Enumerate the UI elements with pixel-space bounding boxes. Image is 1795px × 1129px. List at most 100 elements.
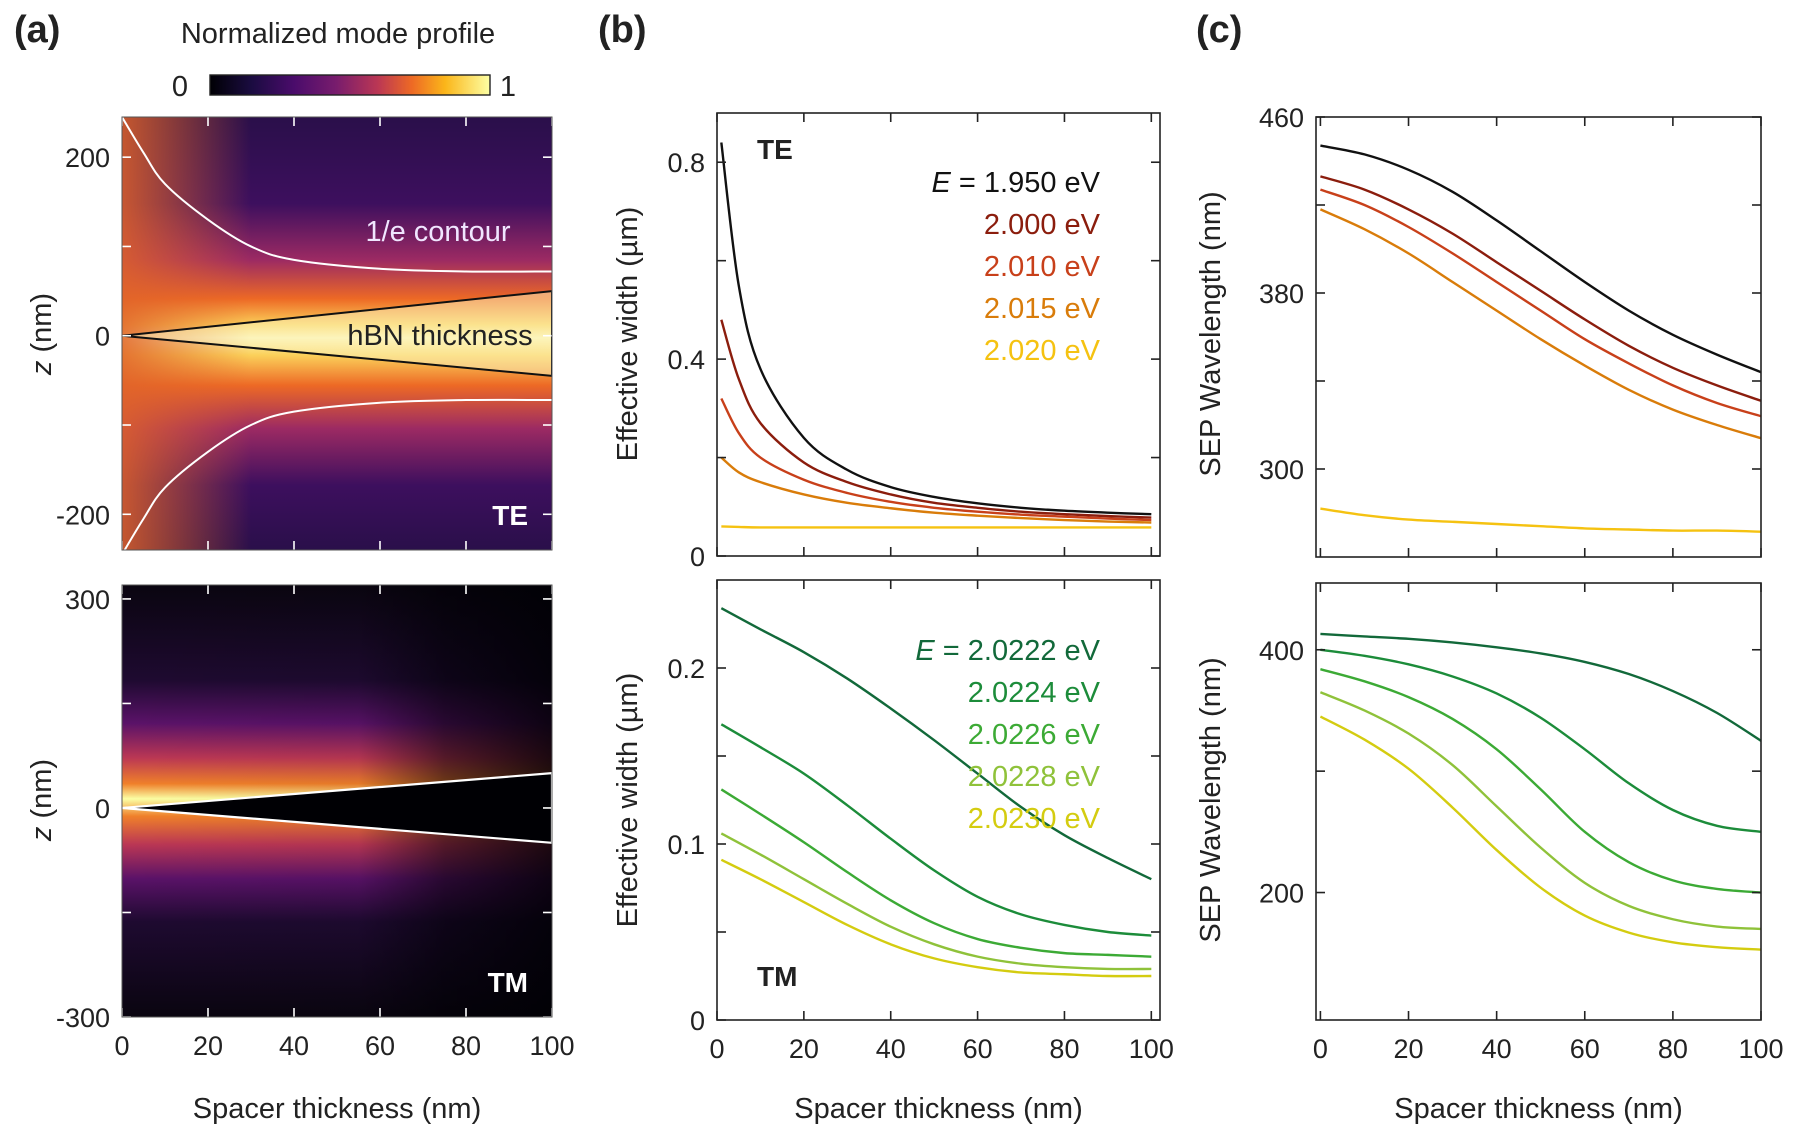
x-tick-label: 100 xyxy=(1738,1034,1783,1064)
y-tick-label: 0 xyxy=(690,1006,705,1036)
y-tick-label: 0.8 xyxy=(667,148,705,178)
mode-label-tm-a: TM xyxy=(488,967,528,998)
legend-label: 1.950 eV xyxy=(984,167,1101,199)
contour-1e-lower xyxy=(123,398,552,550)
legend-entry: 2.0224 eV xyxy=(968,677,1101,709)
plot-frame xyxy=(1315,116,1762,558)
series-line-1-950eV xyxy=(1320,144,1761,374)
y-tick-label: -300 xyxy=(56,1003,110,1033)
y-tick-label: 200 xyxy=(1259,879,1304,909)
y-tick-label: 0.4 xyxy=(667,345,705,375)
panel-label-c: (c) xyxy=(1196,9,1242,51)
legend-entry: 2.010 eV xyxy=(984,251,1101,283)
series-line-2-0222eV xyxy=(1320,632,1761,742)
series-line-2-015eV xyxy=(1319,208,1761,440)
y-axis-label: z (nm) xyxy=(26,759,58,842)
colorbar-min-label: 0 xyxy=(172,71,188,103)
x-tick-label: 20 xyxy=(789,1034,819,1064)
colorbar-title: Normalized mode profile xyxy=(181,18,495,50)
x-tick-label: 100 xyxy=(529,1031,574,1061)
hbn-wedge-te xyxy=(122,290,552,377)
series-line-2-0230eV xyxy=(1319,715,1761,951)
series-lines xyxy=(720,607,1152,978)
legend-label: 2.020 eV xyxy=(984,335,1101,367)
x-tick-label: 40 xyxy=(876,1034,906,1064)
x-tick-label: 20 xyxy=(1394,1034,1424,1064)
y-axis-label: SEP Wavelength (nm) xyxy=(1195,657,1227,942)
series-line-2-000eV xyxy=(720,319,1152,519)
series-line-2-015eV xyxy=(720,456,1152,524)
series-line-1-950eV xyxy=(720,142,1152,516)
colorbar-max-label: 1 xyxy=(500,71,516,103)
series-line-2-0228eV xyxy=(1319,691,1761,931)
panel-label-a: (a) xyxy=(14,9,60,51)
series-line-2-0226eV xyxy=(720,788,1152,958)
hbn-wedge-tm xyxy=(122,772,552,844)
x-axis-label: Spacer thickness (nm) xyxy=(794,1093,1083,1125)
series-line-2-010eV xyxy=(720,397,1152,522)
legend-label: 2.0228 eV xyxy=(968,761,1101,793)
y-tick-label: 200 xyxy=(65,143,110,173)
heatmap-tm-frame xyxy=(121,584,553,1018)
legend-title-eq: = xyxy=(951,167,984,199)
x-tick-label: 100 xyxy=(1129,1034,1174,1064)
legend-label: 2.015 eV xyxy=(984,293,1101,325)
y-tick-label: 0 xyxy=(690,542,705,572)
colorbar: Normalized mode profile 0 1 xyxy=(172,18,516,103)
series-lines xyxy=(720,142,1152,529)
y-tick-label: 0.1 xyxy=(667,830,705,860)
axis-labels: Spacer thickness (nm) Spacer thickness (n… xyxy=(26,191,1683,1125)
series-line-2-000eV xyxy=(1320,175,1761,402)
x-tick-label: 20 xyxy=(193,1031,223,1061)
series-lines xyxy=(1319,144,1761,533)
series-lines xyxy=(1319,632,1761,951)
series-line-2-0222eV xyxy=(720,607,1152,881)
legend-entry: 2.0230 eV xyxy=(968,803,1101,835)
legend-entry: 2.020 eV xyxy=(984,335,1101,367)
heatmap-te-frame xyxy=(121,116,553,551)
legend-entry: 2.015 eV xyxy=(984,293,1101,325)
plot-b-tm: 0 20 40 60 80 100 0 0.1 0.2 TM xyxy=(667,579,1174,1064)
panel-label-b: (b) xyxy=(598,9,647,51)
annotation-hbn-thickness: hBN thickness xyxy=(347,320,532,352)
x-tick-label: 0 xyxy=(114,1031,129,1061)
legend-title-symbol: E xyxy=(915,635,935,667)
x-tick-label: 80 xyxy=(1049,1034,1079,1064)
legend-title-eq: = xyxy=(935,635,968,667)
y-tick-label: 300 xyxy=(65,585,110,615)
legend-label: 2.0224 eV xyxy=(968,677,1101,709)
legend-label: 2.0222 eV xyxy=(968,635,1101,667)
x-tick-label: 40 xyxy=(1482,1034,1512,1064)
legends: E = 1.950 eV 2.000 eV 2.010 eV 2.015 eV 2.02… xyxy=(915,167,1100,835)
colorbar-gradient xyxy=(209,74,491,96)
series-line-2-0224eV xyxy=(1320,648,1761,834)
y-tick-label: 400 xyxy=(1259,636,1304,666)
heatmap-te: 1/e contour hBN thickness TE -200 0 200 xyxy=(56,116,553,551)
x-tick-label: 0 xyxy=(1313,1034,1328,1064)
annotation-1e-contour: 1/e contour xyxy=(365,216,510,248)
legend-entry: 2.0228 eV xyxy=(968,761,1101,793)
x-tick-label: 60 xyxy=(1570,1034,1600,1064)
series-line-2-0228eV xyxy=(720,832,1152,971)
legend-label: 2.000 eV xyxy=(984,209,1101,241)
mode-label-te-a: TE xyxy=(492,500,528,531)
mode-label-tm: TM xyxy=(757,961,797,992)
series-line-2-010eV xyxy=(1320,188,1761,418)
plot-c-te: 300 380 460 xyxy=(1259,103,1762,558)
legend-label: 2.010 eV xyxy=(984,251,1101,283)
x-tick-label: 40 xyxy=(279,1031,309,1061)
plot-c-tm: 0 20 40 60 80 100 200 400 xyxy=(1259,582,1784,1064)
x-tick-label: 60 xyxy=(365,1031,395,1061)
plot-frame xyxy=(1315,582,1762,1021)
y-tick-label: 460 xyxy=(1259,103,1304,133)
y-tick-label: 380 xyxy=(1259,279,1304,309)
legend-entry: 2.000 eV xyxy=(984,209,1101,241)
x-axis-label: Spacer thickness (nm) xyxy=(1394,1093,1683,1125)
x-tick-label: 80 xyxy=(451,1031,481,1061)
series-line-2-0224eV xyxy=(720,723,1152,937)
legend-label: 2.0226 eV xyxy=(968,719,1101,751)
y-tick-label: 0 xyxy=(95,794,110,824)
y-axis-label: Effective width (µm) xyxy=(612,673,644,928)
